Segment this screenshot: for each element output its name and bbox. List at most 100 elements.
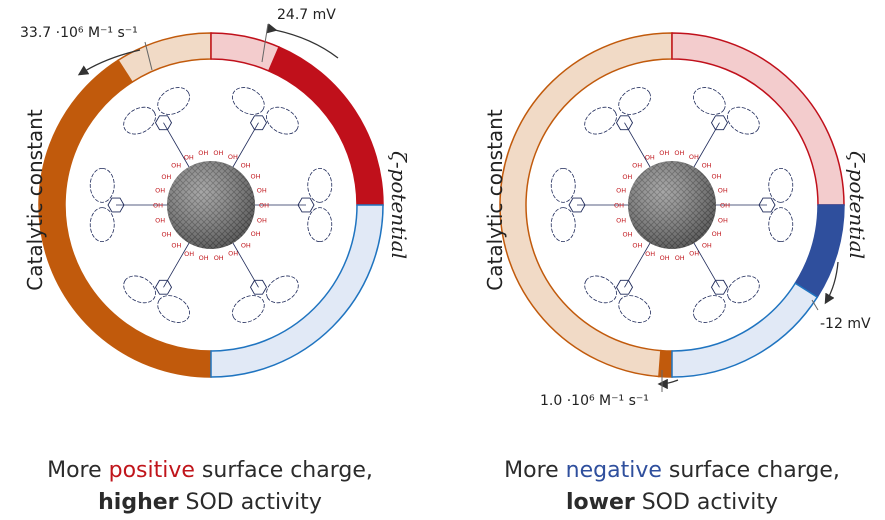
catalytic-value-tick	[144, 41, 153, 71]
hydroxyl-group: OH	[161, 230, 171, 238]
hydroxyl-group: OH	[659, 149, 669, 157]
hydroxyl-group: OH	[660, 254, 670, 262]
zeta-potential-label: ζ-potential	[845, 151, 869, 259]
hydroxyl-group: OH	[720, 201, 730, 209]
cyclam-macrocycle	[157, 87, 190, 115]
hydroxyl-group: OH	[241, 161, 251, 169]
zeta-arc-negative-empty	[671, 282, 819, 378]
cyclam-macrocycle	[266, 106, 299, 135]
hydroxyl-group: OH	[199, 254, 209, 262]
zeta-arc-negative-empty	[210, 204, 384, 378]
hydroxyl-group: OH	[250, 173, 260, 181]
cyclam-macrocycle	[693, 87, 726, 115]
zeta-value-tick	[811, 299, 819, 311]
catalytic-constant-label: Catalytic constant	[23, 109, 47, 291]
hydroxyl-group: OH	[251, 230, 261, 238]
hydroxyl-group: OH	[228, 153, 238, 161]
cyclam-macrocycle	[89, 167, 115, 203]
cyclam-macrocycle	[550, 167, 576, 203]
ligand-linker	[231, 122, 259, 169]
hydroxyl-group: OH	[674, 149, 684, 157]
cyclam-macrocycle	[123, 106, 156, 135]
zeta-arc-negative-full	[794, 204, 845, 299]
zeta-value-label: -12 mV	[820, 316, 871, 332]
cyclam-macrocycle	[266, 275, 299, 304]
benzene-ring	[568, 197, 586, 213]
caption-right: More negative surface charge, lower SOD …	[492, 455, 852, 519]
cyclam-macrocycle	[550, 207, 576, 243]
cyclam-macrocycle	[307, 207, 333, 243]
hydroxyl-group: OH	[616, 217, 626, 225]
benzene-ring	[758, 197, 776, 213]
caption-left: More positive surface charge, higher SOD…	[30, 455, 390, 519]
zeta-value-tick	[261, 23, 269, 63]
hydroxyl-group: OH	[675, 254, 685, 262]
hydroxyl-group: OH	[622, 173, 632, 181]
ligand-linker	[163, 122, 191, 169]
hydroxyl-group: OH	[702, 241, 712, 249]
hydroxyl-group: OH	[257, 216, 267, 224]
hydroxyl-group: OH	[184, 153, 194, 161]
nanoparticle-shading	[628, 161, 716, 249]
cyclam-macrocycle	[307, 167, 333, 203]
hydroxyl-group: OH	[213, 149, 223, 157]
benzene-ring	[297, 197, 315, 213]
catalytic-direction-arrow	[77, 49, 141, 76]
ligand-linker	[231, 241, 259, 288]
ligand-linker	[692, 122, 720, 169]
cyclam-macrocycle	[123, 275, 156, 304]
hydroxyl-group: OH	[689, 153, 699, 161]
cyclam-macrocycle	[768, 167, 794, 203]
benzene-ring	[107, 197, 125, 213]
cyclam-macrocycle	[768, 207, 794, 243]
zeta-value-label: 24.7 mV	[277, 7, 336, 23]
catalytic-direction-arrow	[657, 378, 679, 390]
panel-left: OHOHOHOHOHOHOHOHOHOHOHOHOHOHOHOHOHOHOHOH…	[20, 7, 411, 378]
hydroxyl-group: OH	[171, 242, 181, 250]
caption-line-1: More negative surface charge,	[504, 458, 840, 483]
hydroxyl-group: OH	[632, 162, 642, 170]
cyclam-macrocycle	[232, 87, 265, 115]
zeta-direction-arrow	[266, 23, 339, 59]
benzene-ring	[615, 279, 634, 295]
cyclam-macrocycle	[584, 275, 617, 304]
benzene-ring	[154, 279, 173, 295]
caption-line-2: higher SOD activity	[98, 490, 322, 515]
hydroxyl-group: OH	[214, 254, 224, 262]
hydroxyl-group: OH	[632, 242, 642, 250]
benzene-ring	[615, 115, 634, 131]
caption-line-1: More positive surface charge,	[47, 458, 373, 483]
cyclam-macrocycle	[584, 106, 617, 135]
cyclam-macrocycle	[618, 295, 651, 323]
hydroxyl-group: OH	[259, 201, 269, 209]
nanoparticle-left: OHOHOHOHOHOHOHOHOHOHOHOHOHOHOHOHOHOHOHOH…	[89, 87, 333, 323]
hydroxyl-group: OH	[228, 250, 238, 258]
caption-line-2: lower SOD activity	[565, 490, 779, 515]
zeta-arc-positive-empty	[210, 32, 281, 72]
ligand-linker	[624, 241, 652, 288]
cyclam-macrocycle	[618, 87, 651, 115]
hydroxyl-group: OH	[689, 250, 699, 258]
hydroxyl-group: OH	[614, 202, 624, 210]
ligand-linker	[692, 241, 720, 288]
hydroxyl-group: OH	[241, 241, 251, 249]
hydroxyl-group: OH	[155, 217, 165, 225]
benzene-ring	[249, 279, 268, 295]
hydroxyl-group: OH	[161, 173, 171, 181]
hydroxyl-group: OH	[711, 173, 721, 181]
ligand-linker	[163, 241, 191, 288]
zeta-potential-label: ζ-potential	[387, 151, 411, 259]
caption-keyword: negative	[565, 458, 662, 483]
hydroxyl-group: OH	[184, 250, 194, 258]
zeta-arc-positive-full	[267, 46, 384, 206]
hydroxyl-group: OH	[257, 186, 267, 194]
cyclam-macrocycle	[89, 207, 115, 243]
hydroxyl-group: OH	[171, 162, 181, 170]
hydroxyl-group: OH	[198, 149, 208, 157]
zeta-direction-arrow	[824, 261, 839, 305]
panel-right: OHOHOHOHOHOHOHOHOHOHOHOHOHOHOHOHOHOHOHOH…	[483, 32, 871, 409]
benzene-ring	[249, 115, 268, 131]
ring-right	[499, 32, 845, 378]
cyclam-macrocycle	[727, 275, 760, 304]
